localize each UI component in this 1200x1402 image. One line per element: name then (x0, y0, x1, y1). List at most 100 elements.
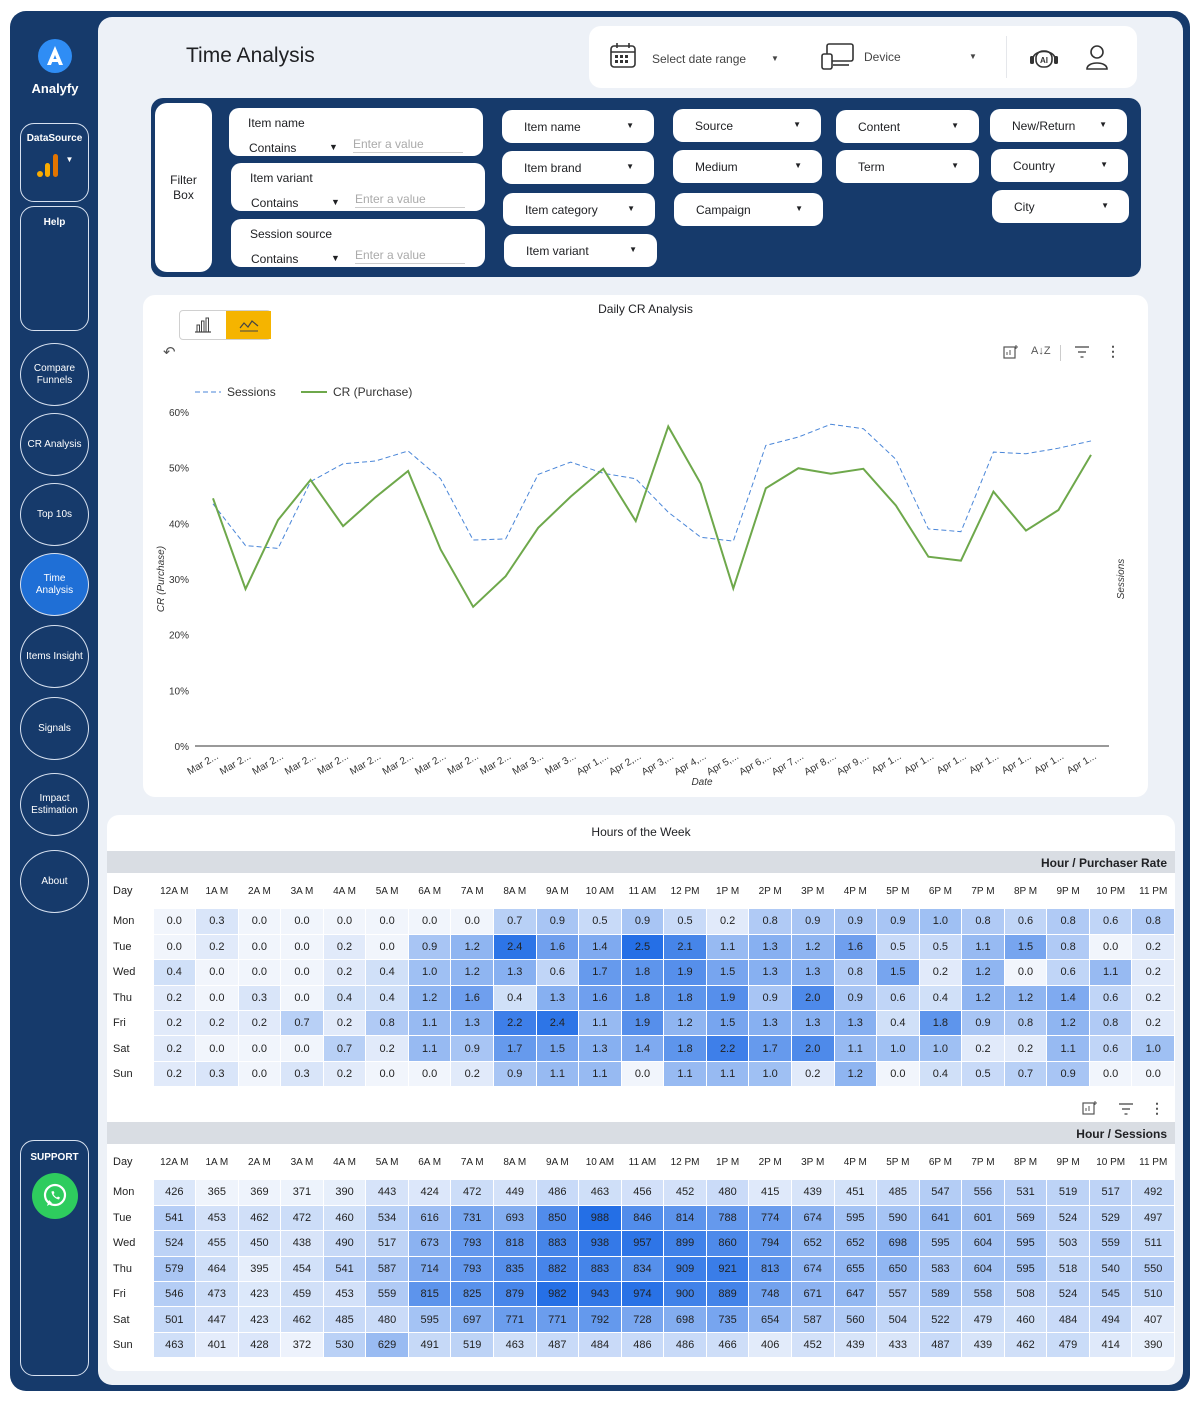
heatmap-cell: 647 (834, 1281, 878, 1308)
chart-type-toggle[interactable] (179, 310, 271, 340)
chart-settings-icon[interactable] (1003, 344, 1019, 360)
heatmap-cell: 550 (1131, 1256, 1175, 1283)
more-options-icon[interactable]: ⋮ (1106, 343, 1120, 359)
heatmap-cell: 595 (919, 1230, 963, 1257)
heatmap-cell: 957 (621, 1230, 665, 1257)
heatmap-cell: 2.0 (791, 1035, 835, 1062)
column-header: 3P M (801, 1156, 825, 1168)
heatmap-cell: 652 (834, 1230, 878, 1257)
bar-chart-icon (195, 317, 211, 333)
heatmap-cell: 0.3 (195, 1061, 239, 1088)
city-dropdown[interactable]: City ▼ (992, 190, 1129, 223)
more-options-icon[interactable]: ⋮ (1150, 1100, 1164, 1116)
heatmap-cell: 450 (238, 1230, 282, 1257)
chevron-down-icon[interactable]: ▼ (331, 197, 340, 207)
item-brand-dropdown[interactable]: Item brand ▼ (502, 151, 654, 184)
day-cell: Mon (107, 1180, 154, 1206)
nav-cr-analysis[interactable]: CR Analysis (20, 413, 89, 476)
ai-assistant-icon[interactable]: AI (1029, 43, 1059, 71)
user-icon[interactable] (1085, 43, 1109, 71)
heatmap-cell: 504 (876, 1306, 920, 1333)
heatmap-cell: 0.7 (1004, 1061, 1048, 1088)
heatmap-cell: 1.6 (578, 985, 622, 1012)
filter-value-input[interactable] (355, 246, 465, 264)
country-dropdown[interactable]: Country ▼ (991, 149, 1128, 182)
column-header: 8P M (1013, 885, 1038, 897)
column-header: 8A M (503, 885, 527, 897)
heatmap-cell: 1.2 (450, 934, 494, 961)
heatmap-cell: 0.2 (153, 985, 197, 1012)
datasource-label: DataSource (26, 133, 83, 144)
item-name-filter[interactable]: Item name Contains ▼ (229, 108, 483, 156)
heatmap-cell: 1.6 (834, 934, 878, 961)
whatsapp-button[interactable] (31, 1173, 78, 1219)
column-header: 5P M (886, 1156, 910, 1168)
operator-select[interactable]: Contains (251, 252, 299, 266)
chevron-down-icon[interactable]: ▼ (331, 253, 340, 263)
nav-items-insight[interactable]: Items Insight (20, 625, 89, 688)
filter-value-input[interactable] (353, 135, 463, 153)
new-return-dropdown[interactable]: New/Return ▼ (990, 109, 1127, 142)
operator-select[interactable]: Contains (249, 141, 297, 155)
heatmap-cell: 0.0 (280, 1035, 324, 1062)
heatmap-cell: 1.5 (706, 959, 750, 986)
medium-dropdown[interactable]: Medium ▼ (673, 150, 822, 183)
undo-icon[interactable]: ↶ (163, 344, 176, 361)
heatmap-cell: 2.0 (791, 985, 835, 1012)
filter-icon[interactable] (1074, 346, 1090, 358)
filter-icon[interactable] (1118, 1103, 1134, 1115)
column-header: 11 AM (628, 1156, 657, 1168)
device-selector[interactable]: Device (864, 50, 901, 64)
heatmap-cell: 426 (153, 1180, 197, 1206)
datasource-selector[interactable]: DataSource ▼ (20, 123, 89, 202)
content-dropdown[interactable]: Content ▼ (836, 110, 979, 143)
heatmap-cell: 0.2 (1004, 1035, 1048, 1062)
chart-settings-icon[interactable] (1082, 1100, 1098, 1116)
heatmap-cell: 541 (323, 1256, 367, 1283)
heatmap-cell: 1.4 (1046, 985, 1090, 1012)
date-range-selector[interactable]: Select date range (652, 52, 747, 66)
filter-title: Item name (248, 116, 305, 130)
term-dropdown[interactable]: Term ▼ (836, 150, 979, 183)
heatmap-cell: 629 (365, 1332, 409, 1359)
heatmap-cell: 407 (1131, 1306, 1175, 1333)
nav-compare-funnels[interactable]: Compare Funnels (20, 343, 89, 406)
operator-select[interactable]: Contains (251, 196, 299, 210)
chevron-down-icon[interactable]: ▼ (771, 54, 779, 63)
day-cell: Fri (107, 1010, 154, 1037)
help-panel[interactable]: Help (20, 206, 89, 331)
heatmap-cell: 974 (621, 1281, 665, 1308)
item-category-dropdown[interactable]: Item category ▼ (503, 193, 655, 226)
x-tick-label: Apr 1... (902, 751, 935, 777)
item-variant-dropdown[interactable]: Item variant ▼ (504, 234, 657, 267)
session-source-filter[interactable]: Session source Contains ▼ (231, 219, 485, 267)
nav-impact-estimation[interactable]: Impact Estimation (20, 773, 89, 836)
nav-time-analysis[interactable]: Time Analysis (20, 553, 89, 616)
nav-signals[interactable]: Signals (20, 697, 89, 760)
heatmap-cell: 569 (1004, 1205, 1048, 1232)
heatmap-cell: 490 (323, 1230, 367, 1257)
heatmap-cell: 0.5 (663, 909, 707, 935)
source-dropdown[interactable]: Source ▼ (673, 109, 821, 142)
nav-about[interactable]: About (20, 850, 89, 913)
app-logo[interactable]: Analyfy (24, 38, 86, 96)
heatmap-cell: 735 (706, 1306, 750, 1333)
column-header: 1A M (205, 885, 229, 897)
heatmap-cell: 693 (493, 1205, 537, 1232)
campaign-dropdown[interactable]: Campaign ▼ (674, 193, 823, 226)
filter-value-input[interactable] (355, 190, 465, 208)
nav-top-10s[interactable]: Top 10s (20, 483, 89, 546)
item-variant-filter[interactable]: Item variant Contains ▼ (231, 163, 485, 211)
bar-chart-toggle[interactable] (180, 311, 226, 339)
chevron-down-icon[interactable]: ▼ (969, 52, 977, 61)
chevron-down-icon: ▼ (793, 120, 801, 129)
line-chart-toggle[interactable] (226, 311, 271, 339)
chevron-down-icon[interactable]: ▼ (329, 142, 338, 152)
sort-az-icon[interactable]: A↓Z (1031, 345, 1051, 357)
day-cell: Wed (107, 1230, 154, 1257)
heatmap-cell: 522 (919, 1306, 963, 1333)
day-cell: Sun (107, 1061, 154, 1088)
column-header: 2A M (248, 1156, 271, 1168)
item-name-dropdown[interactable]: Item name ▼ (502, 110, 654, 143)
heatmap-cell: 560 (834, 1306, 878, 1333)
